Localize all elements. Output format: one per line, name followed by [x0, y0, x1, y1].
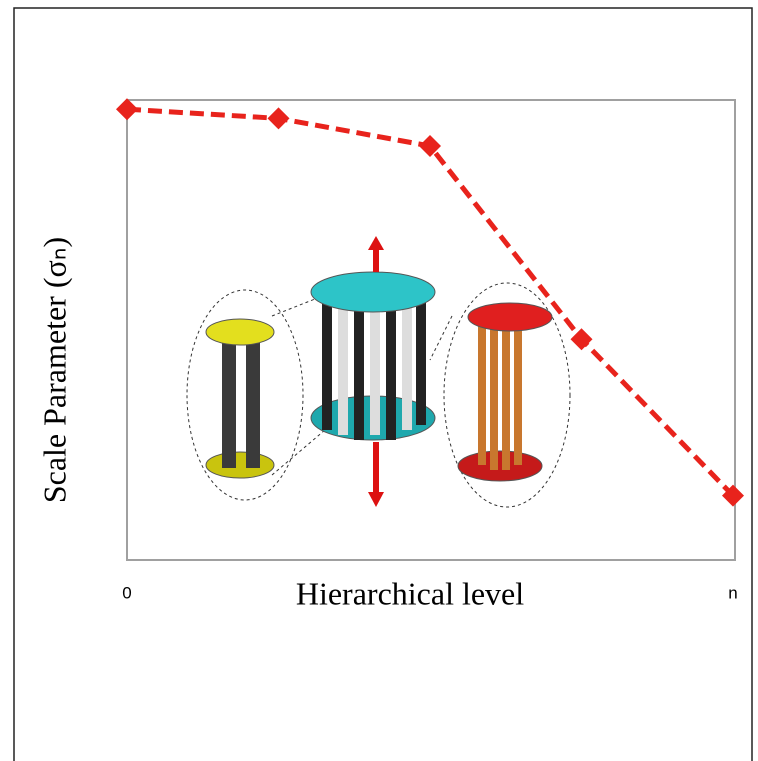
fiber: [386, 300, 396, 440]
fiber: [322, 300, 332, 430]
fiber: [246, 340, 260, 468]
fiber: [222, 340, 236, 468]
connector: [429, 315, 453, 361]
plot-area: [126, 99, 736, 561]
fiber: [416, 300, 426, 425]
x-tick-label: n: [728, 583, 737, 602]
y-axis-label: Scale Parameter (σₙ): [36, 237, 72, 503]
disc: [205, 318, 275, 346]
illustration: [186, 236, 571, 508]
frame: [13, 7, 753, 761]
arrow-head: [368, 492, 384, 507]
marker: [267, 107, 290, 130]
dashed-ellipse: [186, 289, 304, 501]
disc: [467, 302, 553, 332]
x-tick-label: 0: [122, 583, 131, 602]
fiber: [338, 300, 348, 435]
fiber: [370, 300, 380, 435]
fiber: [402, 300, 412, 430]
fiber: [490, 320, 498, 470]
marker: [570, 328, 593, 351]
marker: [722, 484, 744, 507]
fiber: [502, 320, 510, 470]
marker: [116, 98, 138, 121]
marker: [419, 135, 441, 157]
fiber: [478, 320, 486, 465]
fiber: [514, 320, 522, 465]
disc: [205, 451, 275, 479]
x-axis-label: Hierarchical level: [296, 575, 524, 611]
disc: [310, 271, 436, 313]
fiber: [354, 300, 364, 440]
disc: [457, 450, 543, 482]
arrow-head: [368, 236, 384, 250]
